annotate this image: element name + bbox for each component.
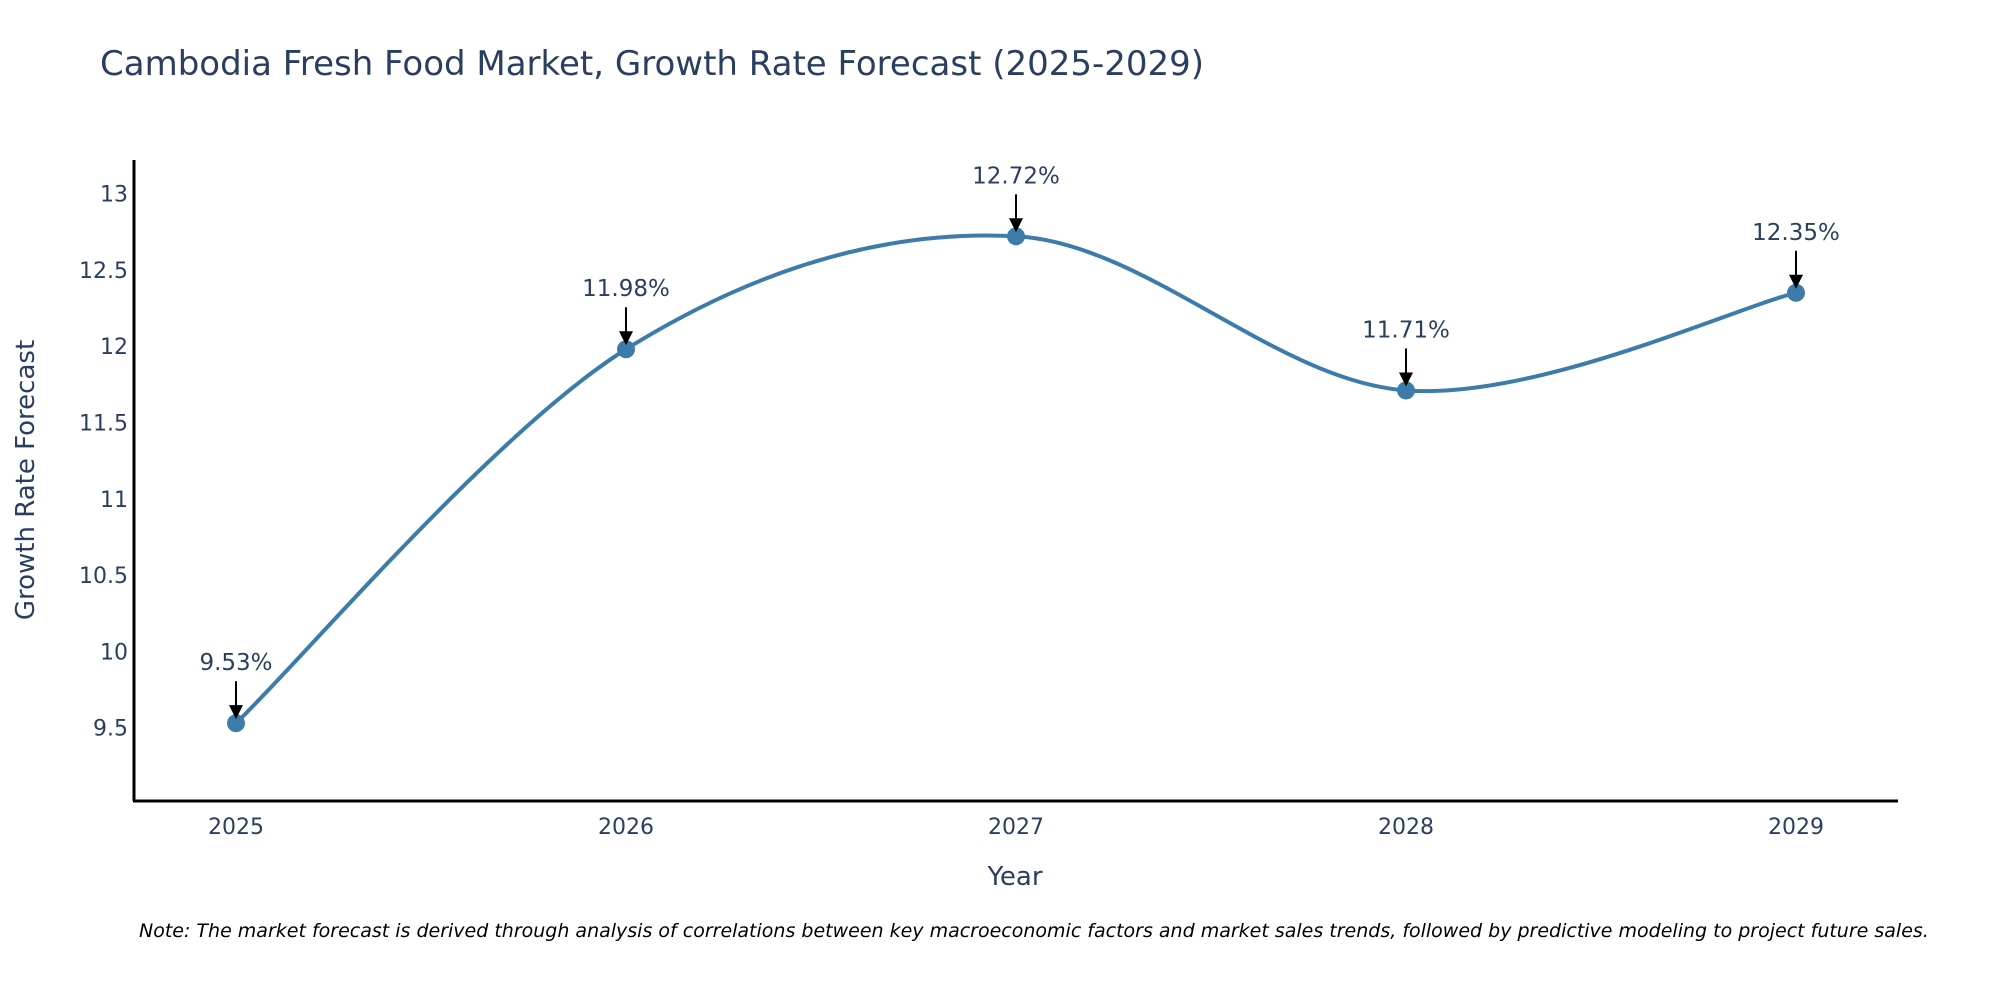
x-axis-title: Year [986, 862, 1042, 892]
data-point [617, 340, 635, 359]
data-label: 12.35% [1752, 220, 1840, 246]
data-label: 11.71% [1362, 317, 1450, 343]
y-axis-title: Growth Rate Forecast [11, 340, 41, 620]
annotation-arrow-head [229, 705, 243, 720]
x-axis-ticks: 2025 2026 2027 2028 2029 [208, 815, 1824, 840]
y-tick-label: 11.5 [79, 412, 128, 437]
y-tick-label: 10 [100, 640, 128, 665]
y-tick-label: 13 [100, 183, 128, 208]
y-tick-label: 10.5 [79, 564, 128, 589]
y-tick-label: 12.5 [79, 259, 128, 284]
annotation-arrow-head [1789, 274, 1803, 289]
data-point [1007, 227, 1025, 246]
x-tick-label: 2029 [1768, 815, 1824, 840]
y-axis-ticks: 9.5 10 10.5 11 11.5 12 12.5 13 [79, 183, 128, 742]
x-tick-label: 2025 [208, 815, 264, 840]
chart-title: Cambodia Fresh Food Market, Growth Rate … [100, 44, 1205, 84]
series-line [234, 233, 1797, 725]
data-label: 9.53% [199, 650, 272, 676]
data-annotations: 9.53% 11.98% 12.72% 11.71% 12.35% [199, 163, 1840, 720]
annotation-arrow-head [1009, 218, 1023, 233]
data-label: 11.98% [582, 276, 670, 302]
x-tick-label: 2026 [598, 815, 654, 840]
annotation-arrow-head [619, 331, 633, 346]
y-tick-label: 12 [100, 335, 128, 360]
chart-note: Note: The market forecast is derived thr… [139, 920, 1929, 942]
x-tick-label: 2027 [988, 815, 1044, 840]
annotation-arrow-head [1399, 372, 1413, 387]
data-point [1397, 381, 1415, 400]
y-tick-label: 9.5 [93, 717, 128, 742]
x-tick-label: 2028 [1378, 815, 1434, 840]
data-label: 12.72% [972, 163, 1060, 189]
y-tick-label: 11 [100, 488, 128, 513]
data-point [1787, 283, 1805, 302]
data-point [227, 714, 245, 733]
data-markers [227, 227, 1805, 733]
